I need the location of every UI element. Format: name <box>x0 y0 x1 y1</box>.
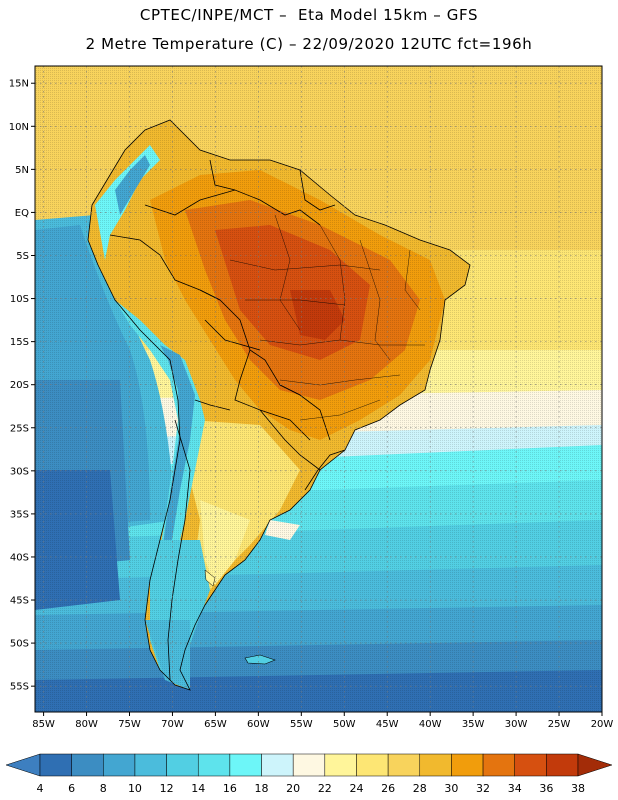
lat-tick-label: 10S <box>10 294 29 305</box>
lon-tick-label: 45W <box>376 719 399 730</box>
valdes-peninsula <box>204 569 216 587</box>
lon-tick-label: 65W <box>204 719 227 730</box>
colorbar-swatch <box>387 753 421 777</box>
lon-tick-label: 85W <box>32 719 55 730</box>
colorbar-swatch <box>514 753 547 777</box>
colorbar-swatch <box>356 753 389 777</box>
colorbar-label: 18 <box>255 782 269 795</box>
colorbar-label: 10 <box>128 782 142 795</box>
colorbar-label: 12 <box>160 782 174 795</box>
lat-tick-label: 5N <box>15 165 29 176</box>
lat-tick-label: 30S <box>10 466 29 477</box>
colorbar-swatch <box>71 753 104 777</box>
lat-tick-label: 50S <box>10 639 29 650</box>
colorbar-swatch <box>419 753 452 777</box>
colorbar-label: 4 <box>37 782 44 795</box>
colorbar-label: 22 <box>318 782 332 795</box>
colorbar-swatch <box>229 753 262 777</box>
lon-tick-label: 35W <box>462 719 485 730</box>
lat-tick-label: 25S <box>10 423 29 434</box>
lon-tick-label: 30W <box>505 719 528 730</box>
colorbar-swatch <box>134 753 167 777</box>
lon-tick-label: 60W <box>247 719 270 730</box>
lat-tick-label: 35S <box>10 509 29 520</box>
lat-tick-label: 55S <box>10 682 29 693</box>
latitude-axis: 15N 10N 5N EQ 5S 10S 15S 20S 25S 30S 35S 40S 45S 50S 5… <box>9 79 35 693</box>
colorbar-label: 14 <box>191 782 205 795</box>
colorbar-label: 28 <box>413 782 427 795</box>
lat-tick-label: 15S <box>10 337 29 348</box>
country-borders <box>87 119 471 691</box>
colorbar-label: 34 <box>508 782 522 795</box>
colorbar-swatch <box>292 753 326 777</box>
colorbar-label: 20 <box>286 782 300 795</box>
colorbar-swatch <box>39 753 72 777</box>
colorbar-swatch <box>197 753 231 777</box>
lon-tick-label: 55W <box>290 719 313 730</box>
colorbar-label: 26 <box>381 782 395 795</box>
colorbar-label: 30 <box>444 782 458 795</box>
lon-tick-label: 75W <box>118 719 141 730</box>
lon-tick-label: 40W <box>419 719 442 730</box>
colorbar-swatch <box>324 753 357 777</box>
lon-tick-label: 20W <box>591 719 614 730</box>
state-borders <box>229 214 425 421</box>
colorbar-swatch <box>166 753 199 777</box>
colorbar-label: 36 <box>539 782 553 795</box>
temperature-field <box>35 66 602 712</box>
colorbar-label: 38 <box>571 782 585 795</box>
map-frame <box>34 65 603 713</box>
lat-tick-label: EQ <box>15 208 29 219</box>
colorbar-under-arrow <box>5 753 41 777</box>
lon-tick-label: 50W <box>333 719 356 730</box>
lat-tick-label: 5S <box>16 251 29 262</box>
map-title-line-2: 2 Metre Temperature (C) – 22/09/2020 12U… <box>85 35 533 53</box>
lon-tick-label: 70W <box>161 719 184 730</box>
lat-tick-label: 45S <box>10 596 29 607</box>
lat-tick-label: 20S <box>10 380 29 391</box>
colorbar-label: 16 <box>223 782 237 795</box>
colorbar-swatch <box>546 753 579 777</box>
lat-tick-label: 10N <box>9 122 29 133</box>
colorbar-swatch <box>451 753 484 777</box>
colorbar-over-arrow <box>577 753 613 777</box>
colorbar-swatch <box>261 753 294 777</box>
lat-tick-label: 40S <box>10 552 29 563</box>
colorbar-swatch <box>103 753 136 777</box>
map-title-line-1: CPTEC/INPE/MCT – Eta Model 15km – GFS <box>139 6 479 24</box>
colorbar-label: 6 <box>68 782 75 795</box>
colorbar-label: 32 <box>476 782 490 795</box>
colorbar-label: 24 <box>349 782 363 795</box>
colorbar-label: 8 <box>100 782 107 795</box>
lon-tick-label: 25W <box>548 719 571 730</box>
falkland-islands <box>244 654 276 665</box>
lat-tick-label: 15N <box>9 79 29 90</box>
temperature-colorbar: 4 6 8 10 12 14 16 18 20 22 24 26 28 30 32 34 36 38 <box>5 753 613 795</box>
lon-tick-label: 80W <box>75 719 98 730</box>
colorbar-swatch <box>482 753 515 777</box>
longitude-axis: 85W 80W 75W 70W 65W 60W 55W 50W 45W 40W 35W 30W 25W 2… <box>32 712 613 730</box>
